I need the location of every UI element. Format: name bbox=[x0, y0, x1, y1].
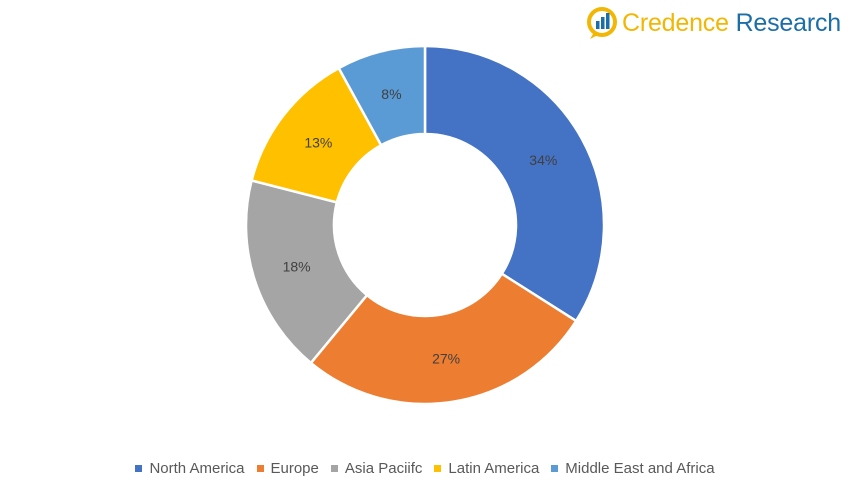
legend-label: North America bbox=[149, 460, 245, 477]
brand-name: Credence Research bbox=[622, 8, 841, 38]
legend-item-latin-america: Latin America bbox=[434, 460, 539, 477]
legend-item-asia-paciifc: Asia Paciifc bbox=[330, 460, 423, 477]
slice-asia-paciifc bbox=[244, 178, 369, 365]
bar-chart-circle-icon bbox=[587, 7, 617, 39]
legend-label: Middle East and Africa bbox=[565, 460, 715, 477]
donut-data-labels: 34% 27% 18% 13% 8% bbox=[283, 86, 558, 366]
data-label-asia-paciifc: 18% bbox=[283, 259, 311, 275]
brand-word-credence: Credence bbox=[622, 9, 729, 37]
legend-label: Europe bbox=[270, 460, 319, 477]
slice-middle-east-and-africa bbox=[337, 44, 427, 147]
brand-logo: Credence Research bbox=[586, 6, 841, 40]
slice-north-america bbox=[423, 44, 606, 323]
donut-chart: 34% 27% 18% 13% 8% bbox=[244, 44, 606, 406]
legend-swatch bbox=[551, 465, 559, 472]
legend-swatch bbox=[256, 465, 264, 472]
legend-swatch bbox=[434, 465, 442, 472]
legend-label: Asia Paciifc bbox=[344, 460, 423, 477]
donut-slices bbox=[244, 44, 606, 406]
brand-word-research: Research bbox=[735, 9, 842, 37]
legend-item-middle-east-and-africa: Middle East and Africa bbox=[551, 460, 715, 477]
legend-item-north-america: North America bbox=[135, 460, 245, 477]
slice-europe bbox=[309, 272, 578, 406]
data-label-north-america: 34% bbox=[529, 152, 557, 168]
chart-legend: North America Europe Asia Paciifc Latin Ame… bbox=[0, 460, 850, 477]
data-label-europe: 27% bbox=[432, 350, 460, 366]
legend-label: Latin America bbox=[448, 460, 540, 477]
data-label-latin-america: 13% bbox=[304, 134, 332, 150]
legend-item-europe: Europe bbox=[256, 460, 319, 477]
data-label-middle-east-and-africa: 8% bbox=[381, 86, 401, 102]
legend-swatch bbox=[330, 465, 338, 472]
legend-swatch bbox=[135, 465, 143, 472]
